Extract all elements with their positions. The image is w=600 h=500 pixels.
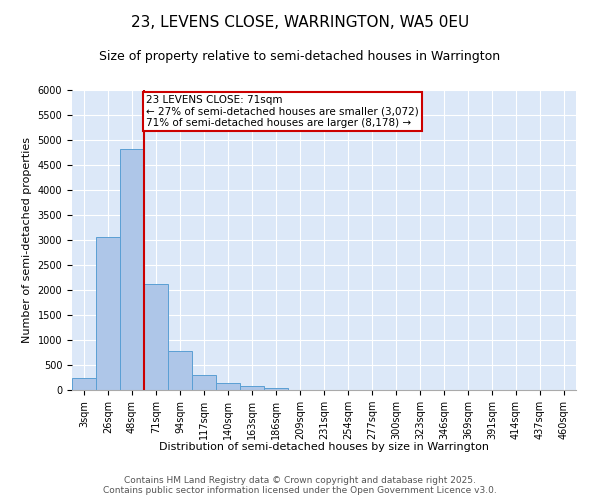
Bar [192, 375, 216, 390]
Text: 23 LEVENS CLOSE: 71sqm
← 27% of semi-detached houses are smaller (3,072)
71% of : 23 LEVENS CLOSE: 71sqm ← 27% of semi-det… [146, 95, 419, 128]
Bar [120, 149, 144, 390]
Bar [96, 237, 120, 390]
Bar [144, 284, 168, 390]
Text: 23, LEVENS CLOSE, WARRINGTON, WA5 0EU: 23, LEVENS CLOSE, WARRINGTON, WA5 0EU [131, 15, 469, 30]
X-axis label: Distribution of semi-detached houses by size in Warrington: Distribution of semi-detached houses by … [159, 442, 489, 452]
Y-axis label: Number of semi-detached properties: Number of semi-detached properties [22, 137, 32, 343]
Bar [264, 388, 288, 390]
Text: Size of property relative to semi-detached houses in Warrington: Size of property relative to semi-detach… [100, 50, 500, 63]
Bar [72, 378, 96, 390]
Bar [216, 383, 240, 390]
Text: Contains HM Land Registry data © Crown copyright and database right 2025.
Contai: Contains HM Land Registry data © Crown c… [103, 476, 497, 495]
Bar [168, 351, 192, 390]
Bar [240, 386, 264, 390]
